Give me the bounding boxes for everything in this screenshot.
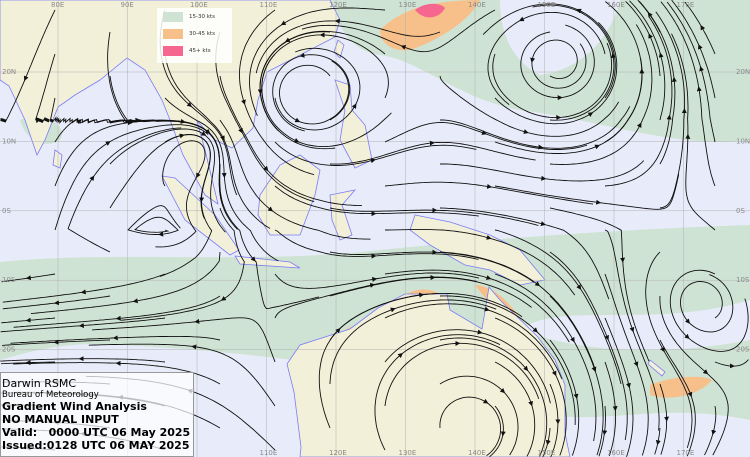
legend-item-15-30: 15-30 kts xyxy=(157,8,232,25)
longitude-label: 170E xyxy=(677,1,695,9)
longitude-label: 130E xyxy=(399,449,417,457)
longitude-label: 120E xyxy=(329,1,347,9)
landmasses xyxy=(0,0,666,457)
land-sumatra xyxy=(161,175,240,256)
longitude-label: 100E xyxy=(190,1,208,9)
product-mode: NO MANUAL INPUT xyxy=(2,413,119,426)
latitude-label: 20N xyxy=(2,68,16,76)
longitude-label: 90E xyxy=(121,1,134,9)
wind-zone-45-plus xyxy=(415,3,445,18)
longitude-label: 150E xyxy=(538,1,556,9)
longitude-label: 140E xyxy=(468,449,486,457)
latitude-label: 20N xyxy=(736,68,750,76)
latitude-label: 10N xyxy=(736,137,750,145)
longitude-label: 110E xyxy=(260,449,278,457)
legend-swatch xyxy=(163,45,183,56)
land-asia xyxy=(0,0,341,205)
land-sri-lanka xyxy=(52,149,63,169)
wind-zone-30-45-japan xyxy=(380,0,480,51)
legend-item-30-45: 30-45 kts xyxy=(157,25,232,42)
longitude-label: 130E xyxy=(399,1,417,9)
legend-swatch xyxy=(163,28,183,39)
latitude-label: 0S xyxy=(2,207,11,215)
agency-name: Bureau of Meteorology xyxy=(2,390,99,400)
latitude-label: 20S xyxy=(2,346,16,354)
legend-label: 15-30 kts xyxy=(189,13,215,20)
latitude-label: 10N xyxy=(2,137,16,145)
valid-time: Valid: 0000 UTC 06 May 2025 xyxy=(2,426,191,439)
land-borneo xyxy=(257,154,321,236)
info-panel: Darwin RSMC Bureau of Meteorology Gradie… xyxy=(0,372,194,457)
longitude-label: 140E xyxy=(468,1,486,9)
legend-item-45-plus: 45+ kts xyxy=(157,42,232,59)
legend-label: 45+ kts xyxy=(189,47,211,54)
office-name: Darwin RSMC xyxy=(2,377,77,390)
issued-time: Issued:0128 UTC 06 MAY 2025 xyxy=(2,439,190,452)
latitude-label: 10S xyxy=(2,276,16,284)
longitude-label: 170E xyxy=(677,449,695,457)
longitude-label: 150E xyxy=(538,449,556,457)
product-title: Gradient Wind Analysis xyxy=(2,400,147,413)
land-australia xyxy=(286,286,571,457)
longitude-label: 160E xyxy=(607,449,625,457)
wind-zone-30-45-tasman xyxy=(650,376,712,398)
longitude-label: 110E xyxy=(260,1,278,9)
legend-swatch xyxy=(163,11,183,22)
legend: 15-30 kts 30-45 kts 45+ kts xyxy=(157,8,232,63)
latitude-label: 20S xyxy=(736,346,750,354)
longitude-label: 80E xyxy=(51,1,64,9)
latitude-label: 0S xyxy=(736,207,745,215)
legend-label: 30-45 kts xyxy=(189,30,215,37)
latitude-label: 10S xyxy=(736,276,750,284)
longitude-label: 120E xyxy=(329,449,347,457)
longitude-label: 160E xyxy=(607,1,625,9)
land-new-caledonia xyxy=(647,359,666,377)
